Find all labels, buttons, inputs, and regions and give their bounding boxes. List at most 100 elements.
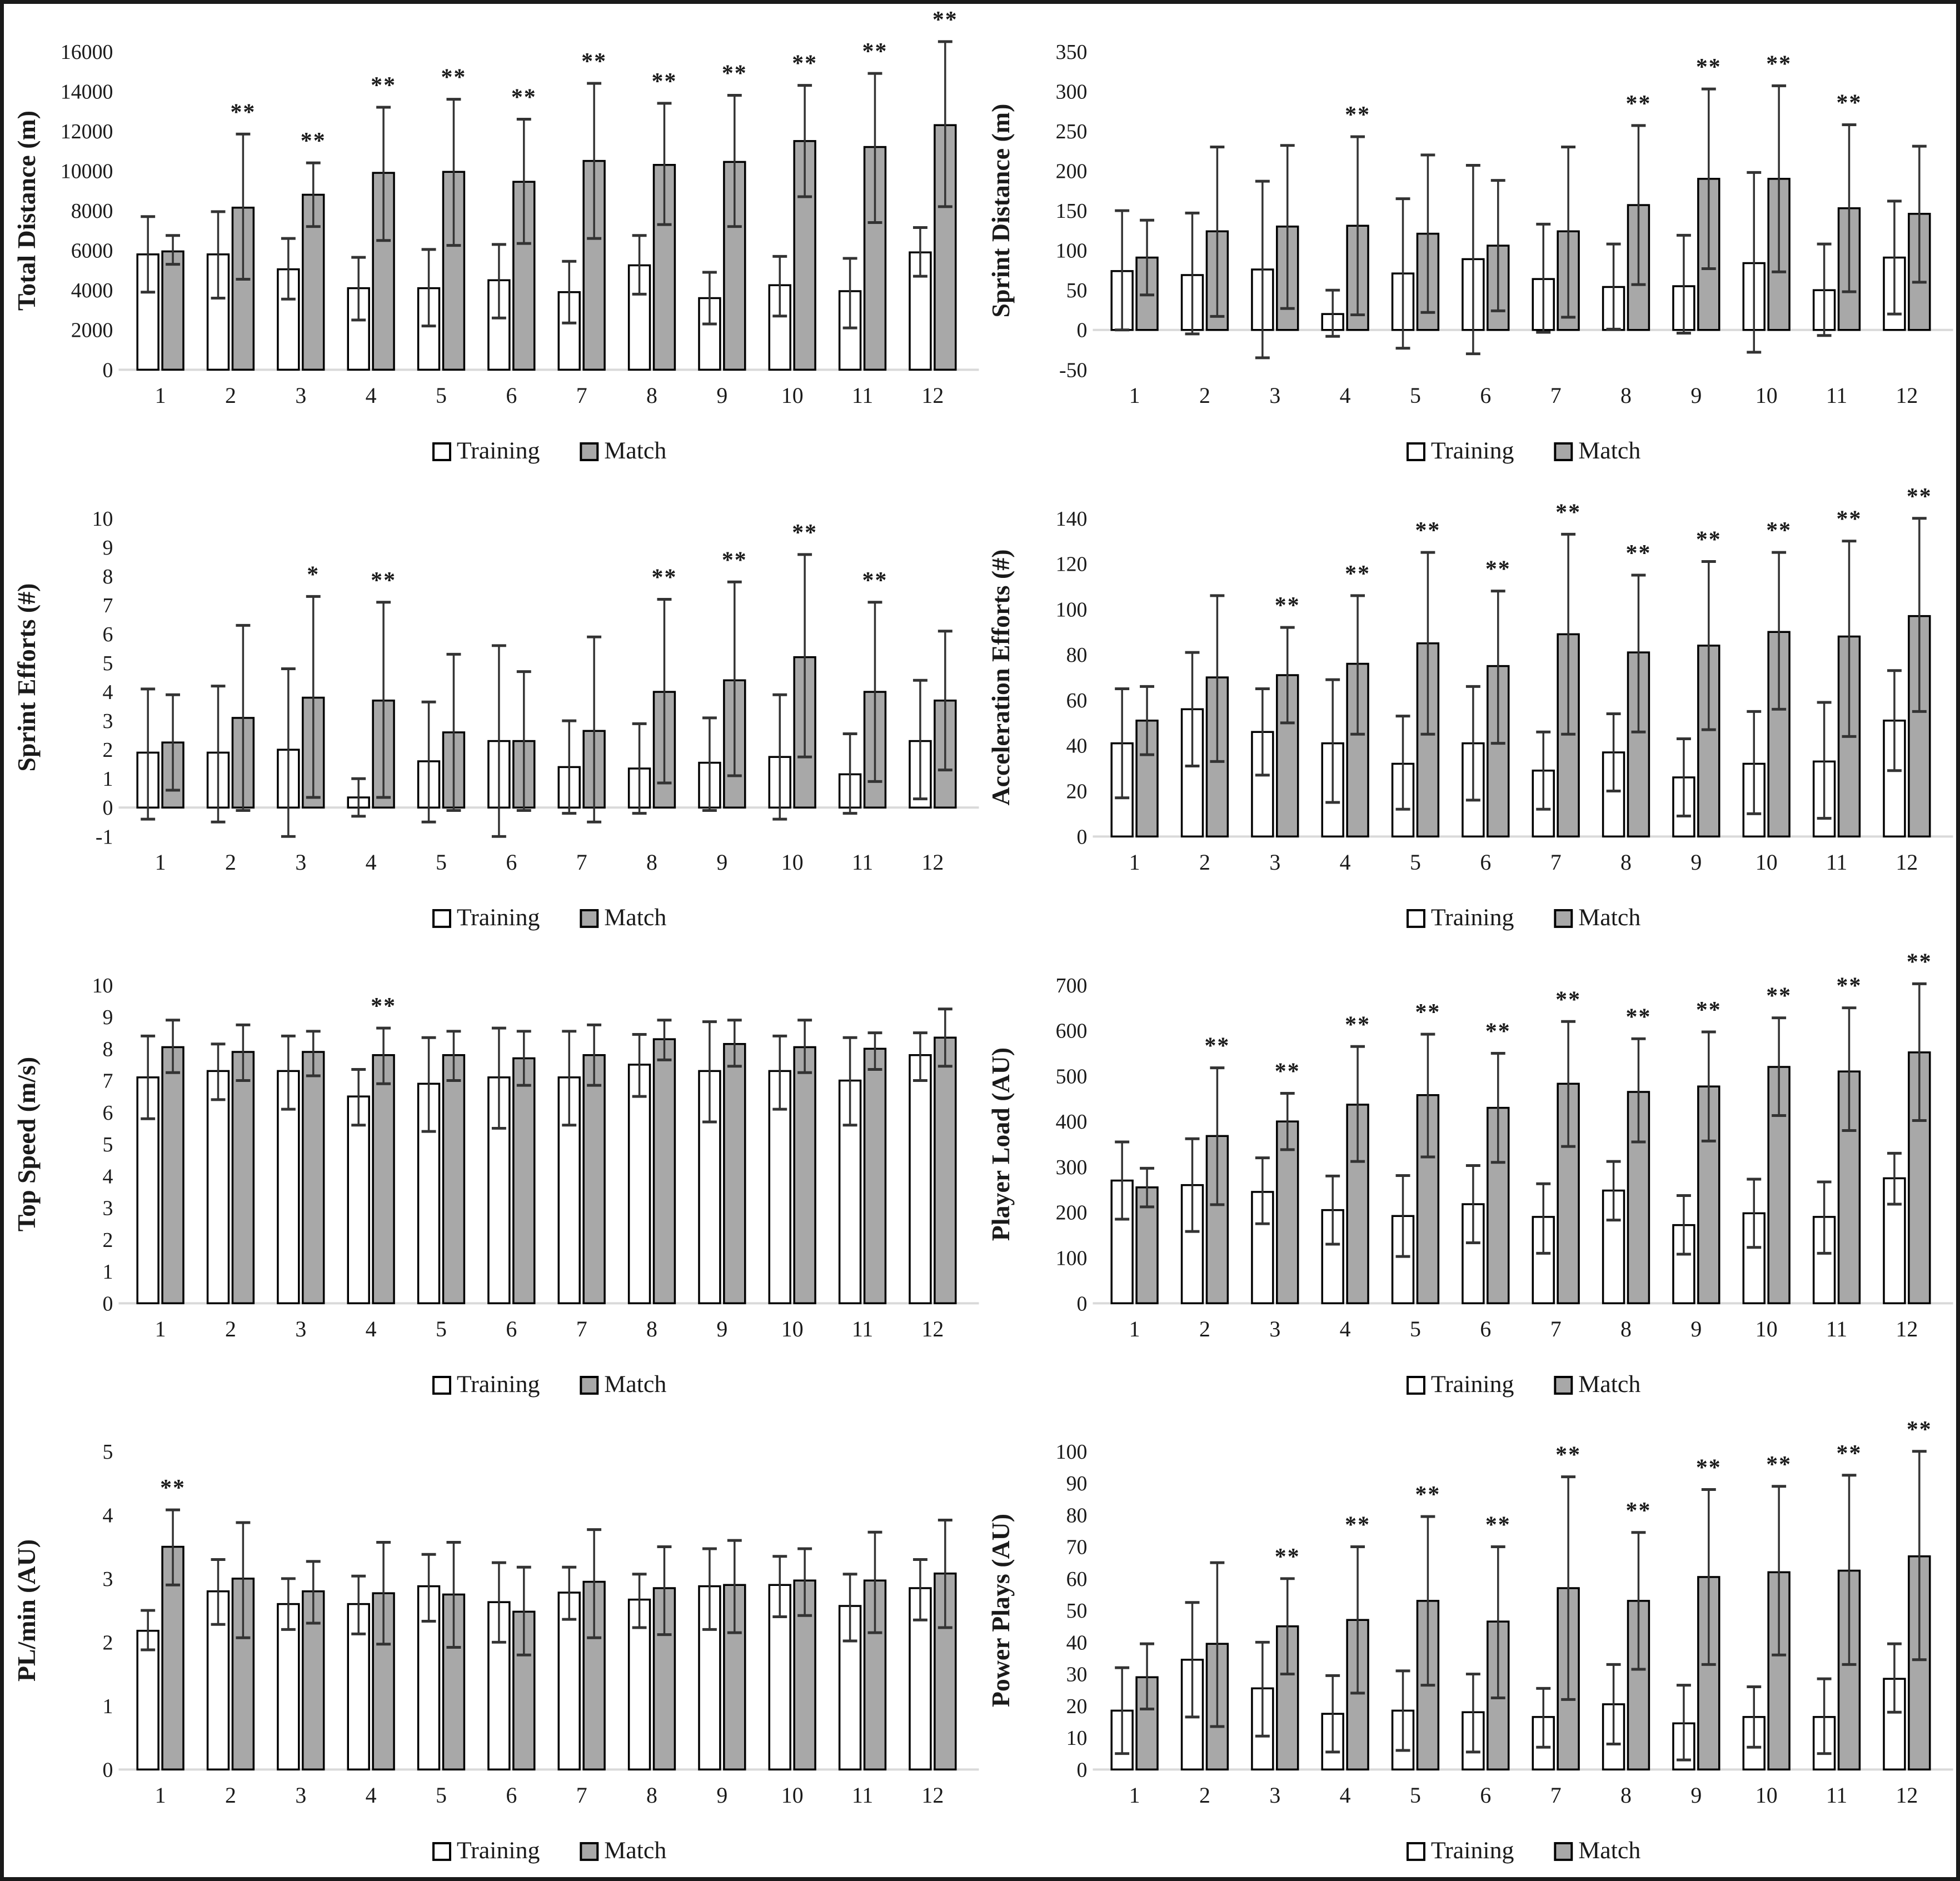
- y-tick-label: 10: [92, 974, 113, 997]
- x-tick-label: 1: [1129, 1783, 1140, 1808]
- x-tick-label: 9: [716, 1316, 727, 1341]
- bar-training-2: [1180, 1184, 1204, 1304]
- x-tick-label: 10: [781, 850, 804, 875]
- significance-marker-5: **: [441, 65, 466, 91]
- y-tick-label: 100: [1055, 598, 1087, 621]
- bar-training-2: [206, 1070, 230, 1304]
- x-tick-label: 12: [1896, 1783, 1918, 1808]
- panel-top-speed: Top Speed (m/s) 0 1 2 3 4 5 6 7 8 9 10 1 2 3 4 ** 5 6 7 8 9 10…: [6, 942, 980, 1409]
- panel-power-plays: Power Plays (AU) 0 10 20 30 40 50 60 70 80 90 100 1 2…: [980, 1408, 1954, 1875]
- x-tick-label: 1: [155, 1316, 166, 1341]
- legend-training-swatch-icon: [1406, 1842, 1425, 1862]
- y-tick-label: 7: [103, 594, 113, 617]
- legend-training: Training: [432, 1371, 540, 1398]
- y-tick-label: 600: [1055, 1019, 1087, 1042]
- significance-marker-3: **: [1274, 593, 1300, 618]
- x-tick-label: 3: [295, 1316, 306, 1341]
- x-tick-label: 7: [576, 1316, 587, 1341]
- x-tick-label: 11: [1826, 1316, 1847, 1341]
- y-tick-label: -50: [1059, 358, 1087, 382]
- x-tick-label: 9: [1690, 1316, 1702, 1341]
- y-tick-label: -1: [96, 825, 113, 849]
- significance-marker-10: **: [1766, 1452, 1792, 1478]
- bar-training-1: [136, 1630, 159, 1771]
- legend-match-label: Match: [1578, 437, 1640, 464]
- legend-training: Training: [1406, 1371, 1514, 1398]
- y-tick-label: 8: [103, 565, 113, 588]
- x-tick-label: 8: [646, 1316, 657, 1341]
- panel-pl-per-min: PL/min (AU) 0 1 2 3 4 5 1 ** 2 3 4 5 6 7 8 9 10 11 12 Traini…: [6, 1408, 980, 1875]
- legend-match-label: Match: [1578, 904, 1640, 931]
- x-tick-label: 3: [295, 1783, 306, 1808]
- y-tick-label: 400: [1055, 1110, 1087, 1134]
- bar-match-4: [372, 1054, 395, 1304]
- y-tick-label: 9: [103, 536, 113, 560]
- x-tick-label: 4: [1339, 850, 1350, 875]
- panel-total-distance: Total Distance (m) 0 2000 4000 6000 8000 10000…: [6, 8, 980, 475]
- legend-training: Training: [1406, 1837, 1514, 1864]
- significance-marker-1: **: [160, 1476, 186, 1501]
- x-tick-label: 12: [1896, 850, 1918, 875]
- y-tick-label: 60: [1066, 689, 1087, 712]
- legend-training: Training: [1406, 437, 1514, 464]
- y-axis-title: Player Load (AU): [986, 1047, 1014, 1241]
- significance-marker-9: **: [1695, 1455, 1721, 1481]
- bar-match-6: [512, 1057, 536, 1304]
- x-tick-label: 10: [1755, 1316, 1777, 1341]
- y-tick-label: 1: [103, 1260, 113, 1284]
- y-tick-label: 4000: [71, 279, 113, 302]
- x-tick-label: 1: [155, 383, 166, 408]
- significance-marker-3: *: [307, 562, 320, 587]
- significance-marker-8: **: [1625, 1498, 1651, 1524]
- x-tick-label: 5: [1410, 1316, 1421, 1341]
- y-tick-label: 0: [103, 1759, 113, 1782]
- significance-marker-6: **: [511, 85, 537, 111]
- significance-marker-12: **: [1906, 484, 1932, 510]
- significance-marker-11: **: [1836, 1441, 1862, 1466]
- x-tick-label: 9: [716, 1783, 727, 1808]
- significance-marker-4: **: [371, 994, 396, 1019]
- x-tick-label: 2: [1199, 383, 1210, 408]
- x-tick-label: 4: [366, 850, 377, 875]
- y-tick-label: 200: [1055, 1201, 1087, 1224]
- legend-match-swatch-icon: [580, 1375, 599, 1395]
- significance-marker-4: **: [371, 73, 396, 98]
- panel-player-load: Player Load (AU) 0 100 200 300 400 500 600 700 1 2…: [980, 942, 1954, 1409]
- significance-marker-10: **: [1766, 51, 1792, 77]
- x-tick-label: 3: [1269, 383, 1280, 408]
- x-tick-label: 6: [506, 1783, 517, 1808]
- y-tick-label: 4: [103, 1165, 113, 1188]
- y-tick-label: 3: [103, 1196, 113, 1220]
- y-tick-label: 40: [1066, 1631, 1087, 1655]
- legend-match: Match: [580, 437, 666, 464]
- x-tick-label: 11: [852, 1316, 873, 1341]
- bar-match-10: [793, 1046, 816, 1304]
- x-tick-label: 11: [852, 850, 873, 875]
- legend-training-label: Training: [457, 1371, 540, 1398]
- legend-match-swatch-icon: [1553, 1842, 1573, 1862]
- y-tick-label: 4: [103, 1504, 113, 1528]
- legend-match: Match: [1553, 904, 1640, 931]
- x-tick-label: 8: [646, 850, 657, 875]
- legend-match-label: Match: [604, 904, 666, 931]
- bar-training-12: [909, 251, 932, 371]
- bar-match-3: [1275, 674, 1299, 837]
- y-tick-label: 700: [1055, 974, 1087, 997]
- y-tick-label: 3: [103, 710, 113, 733]
- significance-marker-7: **: [1555, 500, 1581, 525]
- legend-match-swatch-icon: [580, 1842, 599, 1862]
- y-tick-label: 9: [103, 1006, 113, 1029]
- y-tick-label: 0: [103, 358, 113, 382]
- y-tick-label: 0: [1076, 1292, 1087, 1315]
- x-tick-label: 9: [716, 850, 727, 875]
- significance-marker-8: **: [1625, 91, 1651, 117]
- significance-marker-4: **: [1345, 1012, 1370, 1037]
- bar-match-8: [1627, 1600, 1650, 1771]
- x-tick-label: 5: [436, 850, 447, 875]
- x-tick-label: 6: [1480, 1316, 1491, 1341]
- x-tick-label: 4: [366, 1783, 377, 1808]
- x-tick-label: 2: [225, 850, 236, 875]
- y-tick-label: 50: [1066, 1600, 1087, 1623]
